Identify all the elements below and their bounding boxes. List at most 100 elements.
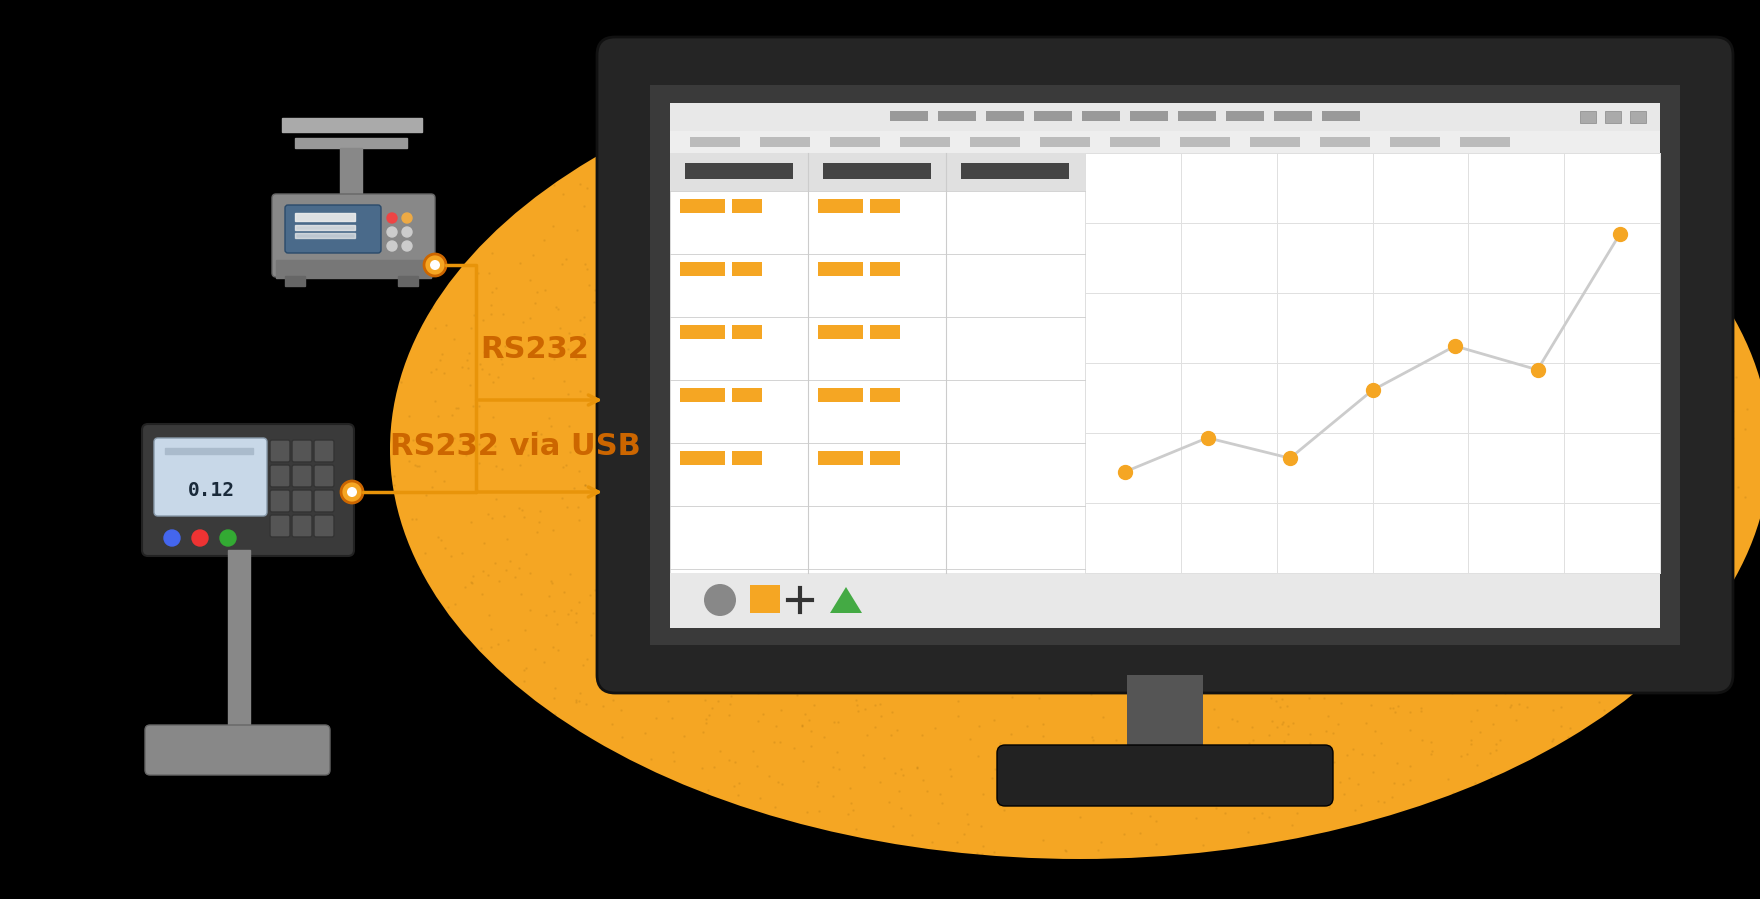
Bar [296, 213, 356, 221]
FancyBboxPatch shape [269, 440, 290, 462]
Bar [649, 85, 1681, 645]
Circle shape [387, 227, 398, 237]
Circle shape [704, 584, 736, 616]
Circle shape [387, 213, 398, 223]
Text: RS232 via USB: RS232 via USB [391, 432, 641, 461]
FancyBboxPatch shape [144, 725, 331, 775]
Bar [1605, 111, 1621, 123]
Bar [824, 163, 931, 179]
Circle shape [424, 254, 445, 276]
Bar [671, 153, 1084, 191]
Bar [1040, 137, 1089, 147]
Circle shape [429, 260, 440, 270]
Bar [671, 131, 1660, 153]
Bar [679, 325, 725, 339]
Bar [679, 199, 725, 213]
FancyBboxPatch shape [292, 465, 312, 487]
Bar [165, 448, 253, 454]
Bar [671, 573, 1660, 628]
Circle shape [401, 227, 412, 237]
Bar [760, 137, 810, 147]
Bar [671, 153, 1084, 573]
Bar [679, 451, 725, 465]
Bar [690, 137, 739, 147]
FancyBboxPatch shape [597, 37, 1734, 693]
Bar [1111, 137, 1160, 147]
FancyBboxPatch shape [269, 465, 290, 487]
Circle shape [387, 241, 398, 251]
FancyBboxPatch shape [155, 438, 268, 516]
Bar [750, 585, 780, 613]
Bar [1179, 137, 1230, 147]
Bar [732, 199, 762, 213]
Circle shape [341, 481, 363, 503]
Bar [1390, 137, 1440, 147]
Circle shape [192, 530, 208, 546]
Bar [961, 163, 1068, 179]
Bar [869, 451, 899, 465]
Bar [1084, 153, 1660, 573]
FancyBboxPatch shape [292, 515, 312, 537]
FancyBboxPatch shape [273, 194, 435, 277]
Bar [1130, 111, 1169, 121]
Bar [1461, 137, 1510, 147]
Bar [276, 260, 431, 278]
Bar [818, 262, 862, 276]
Bar [899, 137, 950, 147]
Bar [296, 225, 356, 230]
Circle shape [347, 487, 357, 497]
Bar [869, 388, 899, 402]
Bar [229, 550, 250, 735]
FancyBboxPatch shape [313, 465, 334, 487]
Bar [285, 276, 304, 286]
Bar [679, 388, 725, 402]
Bar [818, 199, 862, 213]
FancyBboxPatch shape [285, 205, 380, 253]
Bar [1035, 111, 1072, 121]
Bar [1250, 137, 1301, 147]
Bar [1126, 675, 1204, 755]
Bar [1082, 111, 1119, 121]
Ellipse shape [391, 39, 1760, 859]
Text: RS232: RS232 [480, 335, 590, 364]
FancyBboxPatch shape [292, 490, 312, 512]
Bar [818, 451, 862, 465]
Bar [1177, 111, 1216, 121]
Bar [282, 118, 422, 132]
Bar [340, 148, 363, 198]
Circle shape [220, 530, 236, 546]
Circle shape [401, 213, 412, 223]
FancyBboxPatch shape [143, 424, 354, 556]
FancyBboxPatch shape [313, 440, 334, 462]
Bar [671, 103, 1660, 628]
Bar [679, 262, 725, 276]
Bar [1227, 111, 1264, 121]
Bar [986, 111, 1024, 121]
Text: 0.12: 0.12 [188, 480, 234, 500]
Bar [398, 276, 419, 286]
Bar [1580, 111, 1596, 123]
Bar [818, 325, 862, 339]
Bar [869, 325, 899, 339]
Circle shape [401, 241, 412, 251]
Bar [671, 103, 1660, 131]
FancyBboxPatch shape [996, 745, 1332, 806]
FancyBboxPatch shape [269, 490, 290, 512]
Bar [732, 388, 762, 402]
Bar [1274, 111, 1311, 121]
Bar [938, 111, 977, 121]
FancyBboxPatch shape [292, 440, 312, 462]
Bar [296, 233, 356, 238]
Bar [1322, 111, 1360, 121]
Bar [732, 325, 762, 339]
Bar [869, 199, 899, 213]
Bar [818, 388, 862, 402]
Bar [296, 138, 407, 148]
Bar [685, 163, 794, 179]
Bar [1320, 137, 1369, 147]
Bar [970, 137, 1021, 147]
Bar [831, 137, 880, 147]
FancyBboxPatch shape [313, 490, 334, 512]
Circle shape [164, 530, 180, 546]
Bar [1630, 111, 1646, 123]
